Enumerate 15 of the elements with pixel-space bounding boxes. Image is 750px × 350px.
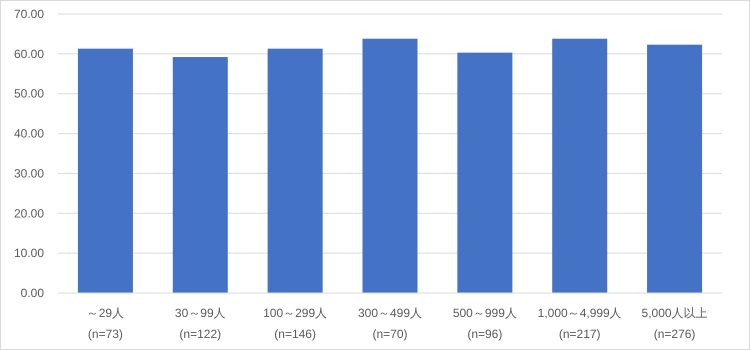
y-tick-label: 0.00 (20, 286, 44, 300)
y-tick-label: 20.00 (14, 206, 44, 220)
x-tick-label: 100～299人 (n=146) (263, 306, 328, 341)
x-tick-label: 500～999人 (n=96) (452, 306, 517, 341)
x-tick-label: 5,000人以上 (n=276) (642, 306, 708, 341)
y-tick-label: 70.00 (14, 7, 44, 21)
y-tick-label: 50.00 (14, 86, 44, 101)
y-tick-label: 60.00 (14, 46, 44, 61)
x-tick-label: 300～499人 (n=70) (358, 306, 422, 341)
y-tick-label: 10.00 (14, 246, 44, 260)
y-tick-label: 40.00 (14, 126, 44, 141)
x-tick-label: ～29人 (n=73) (86, 306, 124, 341)
x-tick-label: 1,000～4,999人 (n=217) (538, 306, 622, 341)
y-tick-label: 30.00 (14, 166, 44, 180)
x-tick-label: 30～99人 (n=122) (174, 306, 226, 341)
